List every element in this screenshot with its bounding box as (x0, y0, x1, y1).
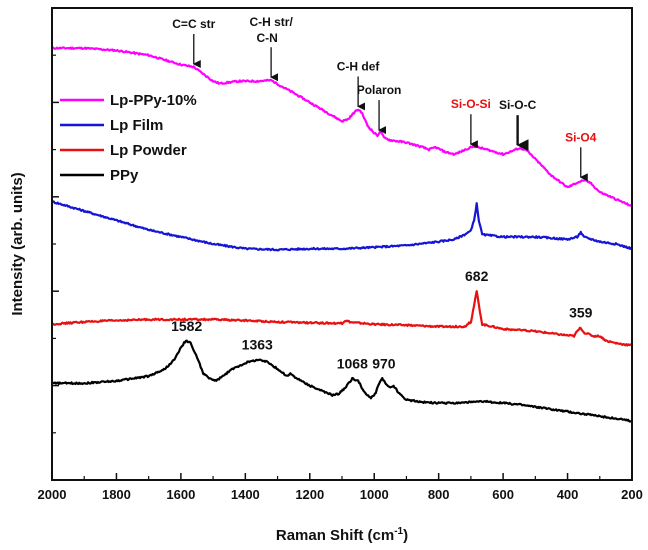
peak-label: 1068 (337, 356, 368, 372)
x-tick-label: 400 (557, 487, 579, 502)
plot-frame (51, 7, 633, 481)
annotation-label: Si-O4 (565, 130, 597, 144)
x-tick-label: 200 (621, 487, 643, 502)
peak-labels: 1582 1363 1068 970 682 359 (171, 268, 593, 371)
y-axis-title: Intensity (arb. units) (9, 172, 26, 315)
y-axis-ticks (52, 54, 59, 434)
annotation-label: C-H str/ (249, 15, 293, 29)
x-tick-label: 1000 (360, 487, 389, 502)
x-axis-title-main: Raman Shift (cm (276, 527, 394, 544)
x-axis-title-sup: -1 (394, 526, 403, 537)
x-axis-title-close: ) (403, 527, 408, 544)
x-tick-label: 1200 (295, 487, 324, 502)
annotation-label: Si-O-Si (451, 97, 491, 111)
peak-label: 970 (372, 356, 396, 372)
legend-label: Lp Powder (110, 142, 187, 159)
x-tick-label: 1600 (166, 487, 195, 502)
annotation-label: Polaron (357, 83, 402, 97)
legend-label: Lp-PPy-10% (110, 92, 197, 109)
peak-label: 682 (465, 268, 489, 284)
series-line-2 (51, 290, 633, 347)
annotation-label: Si-O-C (499, 98, 537, 112)
peak-label: 1363 (242, 337, 273, 353)
peak-label: 359 (569, 305, 593, 321)
annotations: C=C str C-H str/C-N C-H def Polaron Si-O-Si S… (172, 15, 597, 182)
series-line-0 (51, 46, 633, 207)
series-line-3 (51, 339, 633, 423)
annotation-label: C=C str (172, 17, 215, 31)
x-tick-label: 600 (492, 487, 514, 502)
legend-label: Lp Film (110, 117, 163, 134)
peak-label: 1582 (171, 318, 202, 334)
series-line-1 (51, 200, 633, 252)
x-tick-label: 1400 (231, 487, 260, 502)
annotation-label: C-H def (337, 59, 381, 73)
series-layer (51, 46, 633, 423)
legend: Lp-PPy-10% Lp Film Lp Powder PPy (60, 92, 197, 184)
legend-label: PPy (110, 167, 139, 184)
x-tick-label: 2000 (38, 487, 67, 502)
annotation-label: C-N (256, 31, 277, 45)
x-tick-label: 800 (428, 487, 450, 502)
x-axis-title: Raman Shift (cm-1) (276, 526, 408, 544)
x-tick-label: 1800 (102, 487, 131, 502)
x-axis-ticks: 2000 1800 1600 1400 1200 1000 800 600 400 200 (38, 473, 643, 502)
